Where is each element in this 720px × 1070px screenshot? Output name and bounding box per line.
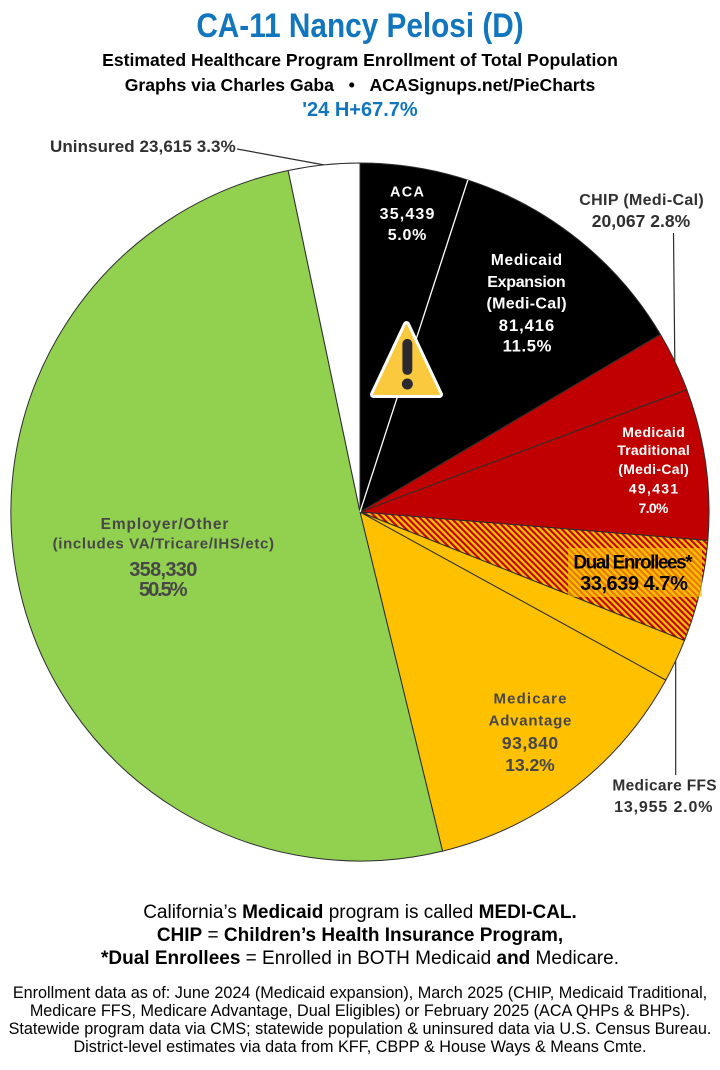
svg-text:Employer/Other: Employer/Other bbox=[101, 516, 229, 533]
svg-text:Medicare: Medicare bbox=[494, 691, 567, 708]
svg-text:13.2%: 13.2% bbox=[505, 755, 555, 775]
svg-text:49,431: 49,431 bbox=[629, 481, 679, 497]
svg-text:35,439: 35,439 bbox=[380, 206, 435, 223]
svg-text:20,067 2.8%: 20,067 2.8% bbox=[592, 211, 691, 231]
svg-text:Uninsured 23,615 3.3%: Uninsured 23,615 3.3% bbox=[50, 137, 236, 156]
svg-text:93,840: 93,840 bbox=[502, 733, 558, 753]
svg-text:(Medi-Cal): (Medi-Cal) bbox=[618, 461, 689, 477]
svg-text:7.0%: 7.0% bbox=[639, 500, 670, 516]
svg-text:(Medi-Cal): (Medi-Cal) bbox=[486, 296, 566, 313]
svg-text:13,955 2.0%: 13,955 2.0% bbox=[614, 799, 712, 816]
svg-text:(includes VA/Tricare/IHS/etc): (includes VA/Tricare/IHS/etc) bbox=[53, 536, 274, 553]
svg-text:CHIP (Medi-Cal): CHIP (Medi-Cal) bbox=[579, 192, 704, 209]
svg-text:81,416: 81,416 bbox=[499, 316, 554, 335]
svg-text:Medicaid: Medicaid bbox=[491, 252, 562, 269]
svg-text:Traditional: Traditional bbox=[617, 442, 690, 458]
svg-text:358,330: 358,330 bbox=[129, 559, 197, 581]
svg-text:50.5%: 50.5% bbox=[139, 579, 188, 601]
svg-text:Advantage: Advantage bbox=[489, 713, 572, 730]
svg-text:11.5%: 11.5% bbox=[503, 337, 552, 356]
svg-text:5.0%: 5.0% bbox=[388, 227, 427, 244]
svg-text:Dual Enrollees*: Dual Enrollees* bbox=[573, 553, 693, 574]
svg-text:Expansion: Expansion bbox=[487, 274, 565, 291]
svg-text:33,639 4.7%: 33,639 4.7% bbox=[580, 573, 688, 595]
svg-text:Medicaid: Medicaid bbox=[622, 424, 685, 440]
svg-text:Medicare FFS: Medicare FFS bbox=[612, 778, 716, 795]
svg-text:ACA: ACA bbox=[390, 185, 424, 201]
